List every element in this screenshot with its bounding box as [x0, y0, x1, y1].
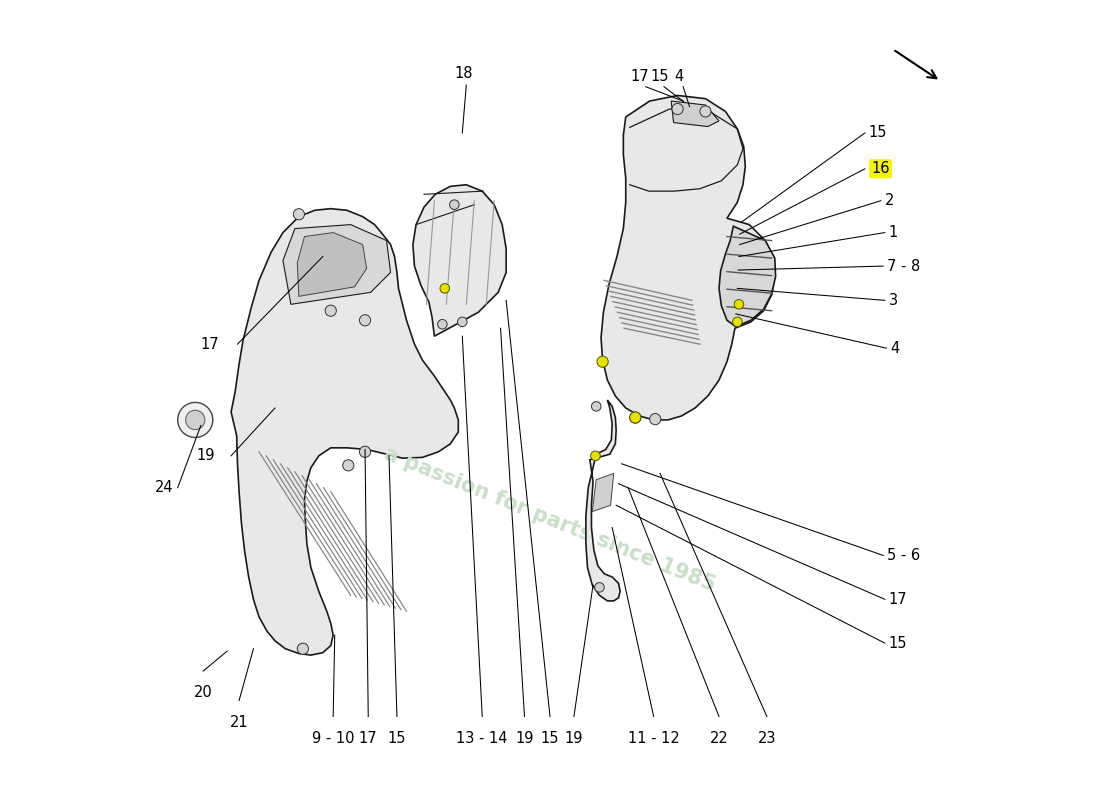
Text: 21: 21	[230, 715, 249, 730]
Text: 4: 4	[890, 341, 900, 356]
Text: 19: 19	[564, 731, 583, 746]
Text: 11 - 12: 11 - 12	[628, 731, 680, 746]
Text: 17: 17	[889, 592, 908, 607]
Text: 1: 1	[889, 225, 898, 240]
Text: 15: 15	[541, 731, 559, 746]
Text: a passion for parts since 1985: a passion for parts since 1985	[382, 444, 718, 595]
Circle shape	[360, 446, 371, 458]
Polygon shape	[601, 95, 774, 420]
Polygon shape	[586, 400, 620, 601]
Text: 15: 15	[387, 731, 406, 746]
Circle shape	[672, 103, 683, 114]
Text: 16: 16	[871, 162, 890, 176]
Polygon shape	[719, 226, 775, 326]
Text: 13 - 14: 13 - 14	[456, 731, 508, 746]
Polygon shape	[412, 185, 506, 336]
Text: 18: 18	[454, 66, 473, 81]
Circle shape	[178, 402, 212, 438]
Text: 4: 4	[674, 69, 684, 83]
Polygon shape	[671, 101, 719, 126]
Circle shape	[700, 106, 711, 117]
Circle shape	[734, 299, 744, 309]
Text: 19: 19	[515, 731, 534, 746]
Circle shape	[343, 460, 354, 471]
Text: 20: 20	[194, 686, 212, 701]
Text: 17: 17	[200, 337, 219, 352]
Text: 19: 19	[197, 448, 216, 463]
Text: 17: 17	[359, 731, 377, 746]
Text: 17: 17	[630, 69, 649, 83]
Text: 9 - 10: 9 - 10	[312, 731, 354, 746]
Circle shape	[186, 410, 205, 430]
Circle shape	[629, 412, 641, 423]
Text: 23: 23	[758, 731, 777, 746]
Text: 15: 15	[869, 126, 888, 141]
Circle shape	[650, 414, 661, 425]
Text: 5 - 6: 5 - 6	[888, 548, 921, 563]
Circle shape	[595, 582, 604, 592]
Polygon shape	[297, 233, 366, 296]
Circle shape	[591, 451, 601, 461]
Text: 7 - 8: 7 - 8	[888, 258, 921, 274]
Circle shape	[592, 402, 601, 411]
Circle shape	[294, 209, 305, 220]
Text: 3: 3	[889, 293, 898, 308]
Text: 15: 15	[889, 636, 908, 650]
Text: 24: 24	[155, 480, 174, 495]
Polygon shape	[231, 209, 459, 655]
Polygon shape	[592, 474, 614, 512]
Circle shape	[326, 305, 337, 316]
Circle shape	[629, 412, 641, 423]
Text: 15: 15	[651, 69, 669, 83]
Circle shape	[360, 314, 371, 326]
Circle shape	[458, 317, 468, 326]
Circle shape	[597, 356, 608, 367]
Polygon shape	[283, 225, 390, 304]
Circle shape	[440, 284, 450, 293]
Circle shape	[438, 319, 448, 329]
Text: 2: 2	[884, 193, 894, 208]
Text: 22: 22	[710, 731, 728, 746]
Circle shape	[733, 317, 742, 326]
Circle shape	[450, 200, 459, 210]
Circle shape	[297, 643, 308, 654]
